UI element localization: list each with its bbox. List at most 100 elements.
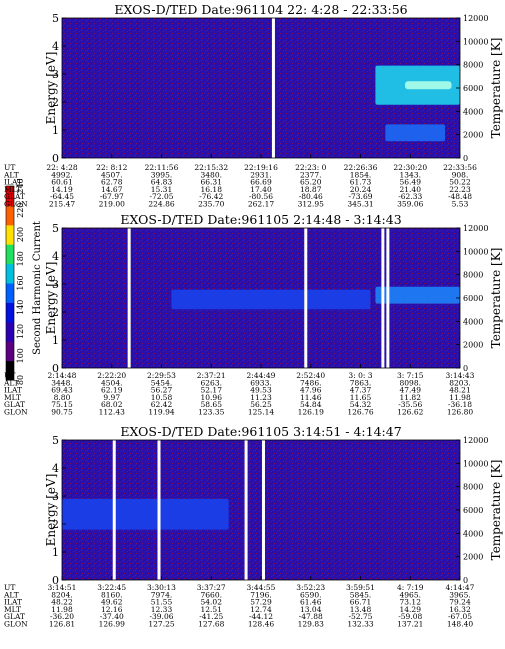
data-gap — [381, 228, 385, 368]
orbit-value: 58.65 — [201, 400, 223, 409]
panel-title: EXOS-D/TED Date:961104 22: 4:28 - 22:33:… — [114, 2, 407, 17]
orbit-value: 3:30:13 — [147, 583, 176, 592]
y2-axis-label: Temperature [K] — [489, 460, 503, 561]
orbit-value: 3:44:55 — [247, 583, 276, 592]
y-axis-label: Energy [eV] — [44, 52, 58, 125]
orbit-value: 51.55 — [151, 598, 173, 607]
colorbar-strip — [5, 185, 15, 381]
orbit-value: 66.31 — [201, 178, 222, 187]
orbit-row-label: GLAT — [4, 400, 25, 409]
temperature-tick-label: 4000 — [463, 529, 483, 538]
orbit-value: 22:26:36 — [344, 163, 378, 172]
energy-tick-label: 0 — [52, 152, 59, 165]
orbit-value: 148.40 — [447, 620, 473, 629]
orbit-value: 132.33 — [347, 620, 373, 629]
orbit-value: 62.78 — [101, 178, 123, 187]
orbit-value: 235.70 — [198, 200, 224, 209]
colorbar-segment — [6, 263, 14, 284]
energy-tick-label: 4 — [52, 40, 59, 53]
temperature-tick-label: 8000 — [463, 271, 483, 280]
colorbar-segment — [6, 205, 14, 226]
orbit-value: 3:59:51 — [346, 583, 375, 592]
orbit-value: 5.53 — [452, 200, 469, 209]
energy-tick-label: 3 — [52, 490, 59, 503]
panel-1: EXOS-D/TED Date:961104 22: 4:28 - 22:33:… — [3, 2, 503, 209]
spectrogram-feature — [171, 289, 371, 310]
orbit-value: 22.23 — [449, 185, 471, 194]
orbit-value: 2:14:48 — [48, 371, 77, 380]
orbit-value: 123.35 — [198, 408, 224, 417]
colorbar: 80 100 120 140 160 180 200 220 240 Second Harmon… — [5, 178, 43, 385]
orbit-value: 3995. — [151, 170, 172, 179]
data-gap — [157, 440, 161, 580]
orbit-value: -52.75 — [348, 612, 372, 621]
orbit-value: 10.58 — [151, 393, 173, 402]
orbit-row-label: MLT — [4, 605, 21, 614]
orbit-value: 16.18 — [201, 185, 223, 194]
orbit-row-label: GLAT — [4, 192, 25, 201]
orbit-value: 68.02 — [101, 400, 123, 409]
orbit-value: 4507. — [101, 170, 122, 179]
orbit-row-label: UT — [4, 163, 15, 172]
orbit-row-label: MLT — [4, 393, 21, 402]
data-gap — [244, 440, 248, 580]
orbit-value: 11.98 — [449, 393, 471, 402]
orbit-value: 3:14:51 — [48, 583, 77, 592]
data-gap — [386, 228, 390, 368]
data-gap — [112, 440, 116, 580]
orbit-value: 3965. — [449, 590, 470, 599]
orbit-value: -73.69 — [348, 192, 372, 201]
data-gap — [261, 440, 265, 580]
orbit-row-label: ILAT — [4, 598, 22, 607]
orbit-value: 359.06 — [397, 200, 423, 209]
orbit-value: 6590. — [300, 590, 321, 599]
orbit-value: 11.65 — [350, 393, 372, 402]
orbit-value: 1854. — [350, 170, 371, 179]
spectrogram-feature — [385, 124, 446, 142]
orbit-value: 127.68 — [198, 620, 224, 629]
orbit-value: 21.40 — [400, 185, 422, 194]
orbit-value: 8.80 — [54, 393, 71, 402]
temperature-tick-label: 0 — [463, 364, 468, 373]
orbit-value: 8203. — [449, 378, 470, 387]
orbit-row-label: ILAT — [4, 178, 22, 187]
orbit-value: 52.17 — [201, 386, 223, 395]
temperature-tick-label: 6000 — [463, 294, 483, 303]
orbit-value: 2377. — [300, 170, 321, 179]
orbit-value: -36.20 — [50, 612, 74, 621]
orbit-row-label: UT — [4, 371, 15, 380]
orbit-value: 61.46 — [300, 598, 322, 607]
colorbar-tick-label: 240 — [16, 178, 25, 193]
orbit-value: 4965. — [400, 590, 421, 599]
colorbar-frame — [5, 185, 15, 381]
orbit-value: 22:33:56 — [443, 163, 477, 172]
orbit-value: 54.02 — [201, 598, 223, 607]
energy-tick-label: 2 — [52, 306, 59, 319]
orbit-row-label: MLT — [4, 185, 21, 194]
orbit-value: -72.05 — [149, 192, 173, 201]
orbit-value: 11.98 — [51, 605, 73, 614]
orbit-value: -37.40 — [100, 612, 124, 621]
orbit-value: 2931. — [250, 170, 271, 179]
colorbar-segment — [6, 224, 14, 245]
orbit-value: 345.31 — [347, 200, 373, 209]
temperature-tick-label: 8000 — [463, 483, 483, 492]
orbit-value: 125.14 — [248, 408, 274, 417]
orbit-value: 54.32 — [350, 400, 372, 409]
orbit-value: 126.76 — [347, 408, 373, 417]
orbit-value: 128.46 — [248, 620, 274, 629]
temperature-tick-label: 12000 — [463, 14, 488, 23]
colorbar-tick-label: 220 — [16, 203, 25, 218]
orbit-row-label: ILAT — [4, 386, 22, 395]
orbit-row-label: ALT — [3, 170, 19, 179]
orbit-value: 2:22:20 — [97, 371, 126, 380]
orbit-row-label: GLON — [4, 620, 28, 629]
orbit-value: 7974. — [151, 590, 172, 599]
energy-tick-label: 1 — [52, 334, 59, 347]
orbit-value: 69.43 — [51, 386, 73, 395]
orbit-value: 11.46 — [300, 393, 322, 402]
orbit-value: 8098. — [400, 378, 421, 387]
colorbar-tick-label: 80 — [16, 375, 25, 385]
orbit-value: 129.83 — [298, 620, 324, 629]
